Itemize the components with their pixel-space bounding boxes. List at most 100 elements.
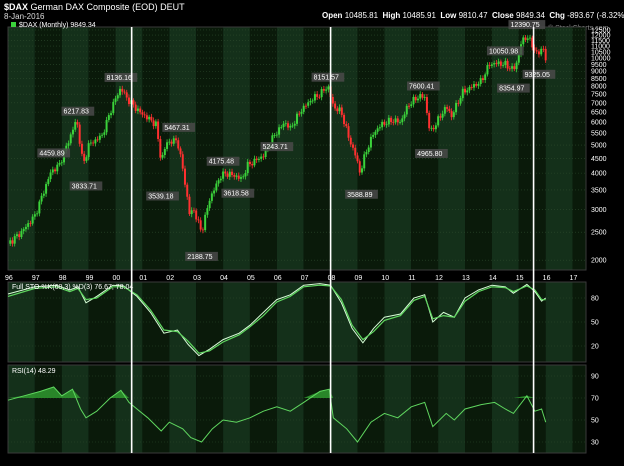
annotation-label: 6217.83 bbox=[64, 109, 89, 116]
candle-body bbox=[354, 147, 357, 156]
candle-body bbox=[358, 161, 361, 173]
candle-body bbox=[392, 122, 395, 123]
panel-frame bbox=[7, 364, 587, 454]
candle-body bbox=[340, 107, 343, 115]
annotation-box bbox=[206, 156, 240, 166]
year-band bbox=[518, 27, 546, 270]
year-band bbox=[8, 365, 35, 453]
candle-body bbox=[410, 104, 413, 106]
candle-body bbox=[325, 89, 328, 91]
year-band bbox=[276, 365, 304, 453]
candle-body bbox=[401, 118, 404, 123]
candle-body bbox=[365, 152, 368, 155]
candle-body bbox=[157, 121, 160, 139]
candle-body bbox=[475, 84, 478, 86]
annotation-box bbox=[415, 148, 448, 158]
y-tick-label: 2000 bbox=[591, 258, 607, 265]
chg-label: Chg bbox=[549, 11, 565, 20]
candle-body bbox=[47, 179, 50, 185]
candle-body bbox=[369, 136, 372, 148]
candle-body bbox=[513, 66, 516, 70]
candle-body bbox=[242, 176, 245, 178]
candle-body bbox=[9, 240, 12, 244]
chart-header: $DAX German DAX Composite (EOD) DEUT 8-J… bbox=[0, 0, 624, 32]
year-band bbox=[465, 365, 492, 453]
candle-body bbox=[107, 115, 110, 120]
candle-body bbox=[215, 183, 218, 191]
candle-body bbox=[228, 171, 231, 177]
year-band bbox=[61, 282, 89, 362]
candle-body bbox=[219, 178, 222, 181]
candle-body bbox=[428, 112, 431, 129]
y-tick-label: 2500 bbox=[591, 230, 607, 237]
candle-body bbox=[439, 116, 442, 118]
candle-body bbox=[300, 111, 303, 114]
candle-body bbox=[284, 123, 287, 125]
y-tick-label: 6000 bbox=[591, 120, 607, 127]
year-band bbox=[465, 282, 492, 362]
candle-body bbox=[537, 51, 540, 55]
symbol: $DAX bbox=[4, 2, 29, 12]
candle-body bbox=[506, 60, 509, 69]
candle-body bbox=[275, 134, 278, 136]
candle-body bbox=[168, 141, 171, 143]
candle-body bbox=[94, 139, 97, 144]
year-band bbox=[88, 365, 116, 453]
annotation-label: 2188.75 bbox=[187, 254, 212, 261]
year-band bbox=[572, 282, 586, 362]
candle-body bbox=[318, 96, 321, 98]
candle-body bbox=[347, 126, 350, 138]
candle-body bbox=[255, 158, 258, 160]
candle-body bbox=[376, 128, 379, 132]
year-band bbox=[88, 27, 116, 270]
chg-value: -893.67 (-8.32%) bbox=[567, 11, 624, 20]
candle-body bbox=[291, 125, 294, 127]
candle-body bbox=[419, 94, 422, 99]
candle-body bbox=[248, 161, 251, 165]
candle-body bbox=[437, 116, 440, 126]
candle-body bbox=[423, 97, 426, 98]
year-band bbox=[357, 365, 385, 453]
x-tick-label: 11 bbox=[408, 275, 415, 282]
candle-body bbox=[40, 195, 43, 202]
candle-body bbox=[51, 169, 54, 173]
year-bands bbox=[7, 26, 587, 454]
candle-body bbox=[45, 184, 48, 194]
candle-body bbox=[345, 124, 348, 127]
y-tick-label: 4000 bbox=[591, 171, 607, 178]
candle-body bbox=[110, 113, 113, 116]
x-tick-label: 08 bbox=[328, 275, 336, 282]
rsi-line bbox=[7, 386, 547, 443]
year-band bbox=[438, 365, 466, 453]
candle-body bbox=[504, 60, 507, 66]
candle-body bbox=[387, 117, 390, 125]
candle-body bbox=[502, 65, 505, 66]
year-band bbox=[545, 282, 573, 362]
candle-body bbox=[282, 123, 285, 127]
y-tick-label: 10500 bbox=[591, 49, 611, 56]
candle-body bbox=[119, 88, 122, 96]
year-band bbox=[223, 365, 250, 453]
candle-body bbox=[405, 105, 408, 115]
x-axis: 96 97 98 99 00 01 02 03 04 05 06 07 08 09 10 11 12 13 14 15… bbox=[5, 275, 577, 282]
candle-body bbox=[479, 78, 482, 84]
candle-body bbox=[298, 113, 301, 115]
price-legend: $DAX (Monthly) 9849.34 bbox=[11, 22, 96, 29]
candle-body bbox=[515, 62, 518, 70]
year-band bbox=[115, 365, 143, 453]
x-tick-label: 03 bbox=[193, 275, 201, 282]
candle-body bbox=[309, 101, 312, 103]
annotation-box bbox=[486, 46, 524, 56]
candle-body bbox=[36, 213, 39, 215]
candle-body bbox=[443, 107, 446, 114]
candle-body bbox=[208, 200, 211, 209]
candle-body bbox=[289, 125, 292, 128]
x-tick-label: 04 bbox=[220, 275, 228, 282]
candle-body bbox=[421, 94, 424, 98]
candle-body bbox=[287, 123, 290, 128]
candle-body bbox=[495, 63, 498, 64]
y-tick-label: 9000 bbox=[591, 69, 607, 76]
annotation-label: 3833.71 bbox=[72, 183, 97, 190]
annotation-box bbox=[345, 189, 378, 199]
y-tick-label: 5000 bbox=[591, 143, 607, 150]
